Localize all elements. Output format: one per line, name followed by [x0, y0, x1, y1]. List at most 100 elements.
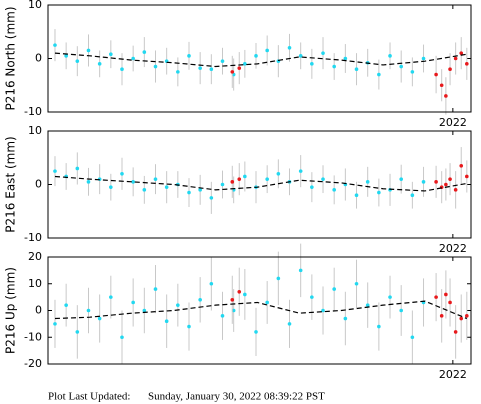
data-point — [444, 94, 448, 98]
data-point — [230, 180, 235, 184]
data-point — [459, 163, 464, 168]
y-tick-label: 10 — [28, 0, 42, 11]
data-point — [243, 292, 247, 297]
data-point — [448, 177, 452, 181]
trend-line — [54, 175, 467, 192]
data-point — [399, 308, 403, 313]
data-point — [243, 62, 247, 66]
footer-label: Plot Last Updated: — [48, 391, 131, 403]
y-tick-label: 20 — [28, 250, 42, 263]
data-point — [64, 54, 68, 58]
data-point — [75, 330, 80, 334]
data-point — [131, 300, 135, 305]
data-point — [434, 295, 438, 299]
data-point — [365, 180, 370, 184]
data-point — [444, 292, 448, 297]
data-point — [230, 298, 235, 302]
data-point — [332, 188, 336, 192]
data-point — [310, 295, 314, 299]
data-point — [86, 308, 91, 313]
data-point — [220, 314, 225, 318]
data-point — [465, 174, 469, 179]
data-point — [354, 67, 359, 71]
data-point — [354, 193, 359, 197]
data-point — [448, 300, 452, 305]
data-point — [459, 51, 464, 55]
data-point — [343, 316, 348, 321]
y-tick-label: -10 — [24, 105, 42, 118]
data-point — [354, 281, 359, 286]
data-point — [109, 52, 113, 57]
y-tick-label: -10 — [24, 330, 42, 343]
data-point — [75, 166, 80, 171]
y-tick-label: -10 — [24, 231, 42, 244]
data-point — [230, 70, 235, 74]
data-point — [377, 190, 381, 195]
data-point — [388, 54, 392, 58]
data-point — [187, 54, 191, 58]
data-point — [465, 314, 469, 318]
y-tick-label: 0 — [35, 52, 42, 65]
data-point — [75, 59, 80, 63]
data-point — [343, 56, 348, 61]
data-point — [365, 303, 370, 307]
data-point — [153, 177, 158, 181]
data-point — [410, 70, 415, 74]
data-point — [53, 43, 57, 47]
data-point — [53, 169, 57, 173]
data-point — [321, 51, 325, 55]
data-point — [465, 62, 469, 66]
data-point — [187, 190, 191, 195]
x-tick-label: 2022 — [439, 116, 467, 129]
data-point — [209, 67, 214, 71]
data-point — [410, 193, 415, 197]
data-point — [321, 177, 325, 181]
data-point — [220, 59, 225, 63]
data-point — [142, 188, 147, 192]
data-point — [421, 180, 426, 184]
data-point — [332, 64, 336, 69]
data-point — [164, 319, 169, 324]
data-point — [421, 56, 426, 61]
data-point — [453, 330, 458, 334]
data-point — [120, 335, 124, 340]
y-tick-label: 10 — [28, 124, 42, 137]
data-point — [276, 172, 281, 176]
data-point — [243, 174, 247, 179]
data-point — [198, 188, 202, 192]
data-point — [176, 70, 180, 74]
data-point — [254, 54, 258, 58]
data-point — [120, 67, 124, 71]
data-point — [276, 276, 281, 281]
data-point — [86, 180, 91, 184]
data-point — [254, 330, 258, 334]
data-point — [153, 64, 158, 69]
y-tick-label: -20 — [24, 357, 42, 370]
x-tick-label: 2022 — [439, 242, 467, 255]
data-point — [86, 48, 91, 53]
footer-date: Sunday, January 30, 2022 08:39:22 PST — [148, 391, 325, 403]
data-point — [176, 303, 180, 307]
data-point — [410, 335, 415, 340]
data-point — [287, 46, 292, 50]
data-point — [120, 172, 124, 176]
data-point — [153, 287, 158, 291]
data-point — [209, 281, 214, 286]
data-point — [109, 185, 113, 189]
plot-frame — [47, 256, 472, 365]
data-point — [237, 66, 242, 70]
data-point — [97, 62, 102, 66]
data-point — [434, 72, 438, 77]
data-point — [321, 308, 325, 313]
data-point — [265, 48, 269, 53]
data-point — [310, 185, 314, 189]
data-point — [131, 56, 135, 61]
data-point — [298, 169, 303, 173]
data-point — [332, 287, 336, 291]
plot-frame — [47, 4, 472, 113]
data-point — [444, 182, 448, 187]
data-point — [298, 54, 303, 58]
data-point — [287, 322, 292, 326]
data-point — [131, 180, 135, 184]
